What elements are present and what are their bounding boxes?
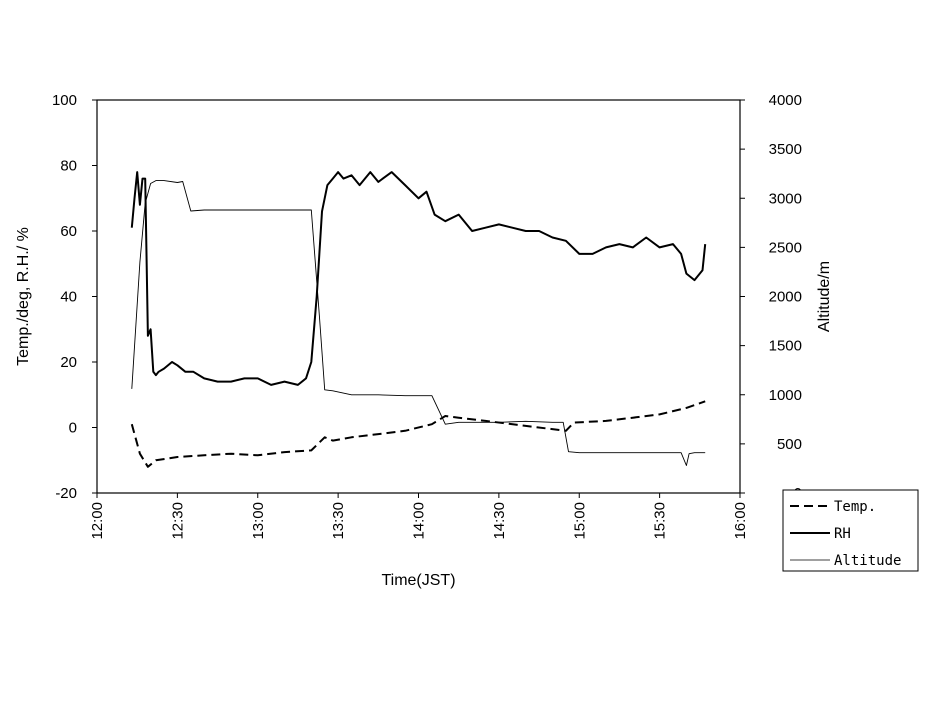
- y2-axis-label: Altitude/m: [816, 261, 833, 332]
- y-tick-label: 100: [52, 92, 77, 109]
- x-tick-label: 13:30: [330, 502, 347, 540]
- y-tick-label: 60: [60, 223, 77, 240]
- x-tick-label: 14:00: [411, 502, 428, 540]
- y2-tick-label: 1500: [769, 338, 802, 355]
- x-tick-label: 16:00: [732, 502, 749, 540]
- y-tick-label: 20: [60, 354, 77, 371]
- legend-rh-label: RH: [834, 526, 851, 542]
- x-tick-label: 13:00: [250, 502, 267, 540]
- y2-tick-label: 4000: [769, 92, 802, 109]
- x-tick-label: 12:00: [89, 502, 106, 540]
- y-tick-label: 40: [60, 289, 77, 306]
- y2-tick-label: 1000: [769, 387, 802, 404]
- y2-tick-label: 500: [777, 436, 802, 453]
- x-tick-label: 15:30: [652, 502, 669, 540]
- y-tick-label: 0: [69, 420, 77, 437]
- y-tick-label: 80: [60, 158, 77, 175]
- legend: Temp. RH Altitude: [782, 489, 919, 572]
- legend-box: [782, 489, 919, 572]
- series-line-rh: [130, 171, 707, 386]
- legend-altitude-label: Altitude: [834, 553, 901, 569]
- y2-tick-label: 2500: [769, 239, 802, 256]
- x-axis-label: Time(JST): [381, 572, 455, 589]
- series-line-temp: [130, 400, 706, 468]
- plot-frame: [96, 99, 741, 494]
- y2-tick-label: 2000: [769, 289, 802, 306]
- legend-temp-label: Temp.: [834, 499, 876, 515]
- y-tick-label: -20: [55, 485, 77, 502]
- y2-tick-label: 3000: [769, 190, 802, 207]
- x-tick-label: 12:30: [169, 502, 186, 540]
- y-axis-label: Temp./deg, R.H./ %: [15, 227, 32, 366]
- x-tick-label: 15:00: [571, 502, 588, 540]
- x-tick-label: 14:30: [491, 502, 508, 540]
- series-line-altitude: [131, 180, 706, 466]
- y2-tick-label: 3500: [769, 141, 802, 158]
